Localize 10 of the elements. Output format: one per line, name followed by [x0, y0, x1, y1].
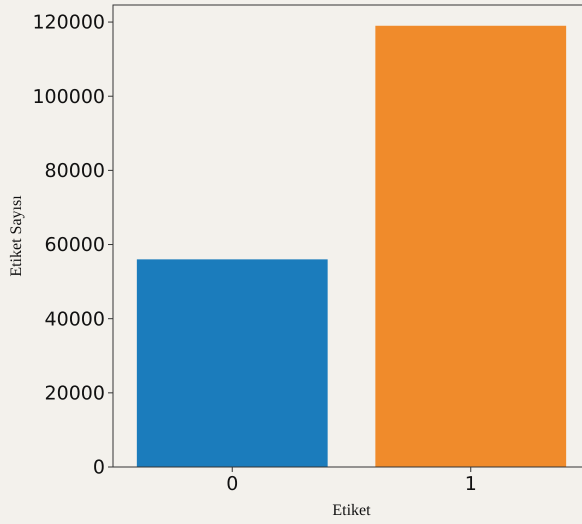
- y-axis-title: Etiket Sayısı: [8, 194, 25, 277]
- y-tick-label: 60000: [44, 234, 105, 256]
- x-axis-title: Etiket: [332, 502, 372, 519]
- x-tick-label: 1: [464, 473, 477, 495]
- y-tick-label: 80000: [44, 160, 105, 182]
- y-tick-label: 0: [92, 456, 105, 479]
- y-tick-label: 120000: [32, 12, 105, 34]
- y-tick-label: 100000: [32, 86, 105, 108]
- y-tick-label: 40000: [44, 308, 105, 330]
- y-tick-label: 20000: [44, 382, 105, 404]
